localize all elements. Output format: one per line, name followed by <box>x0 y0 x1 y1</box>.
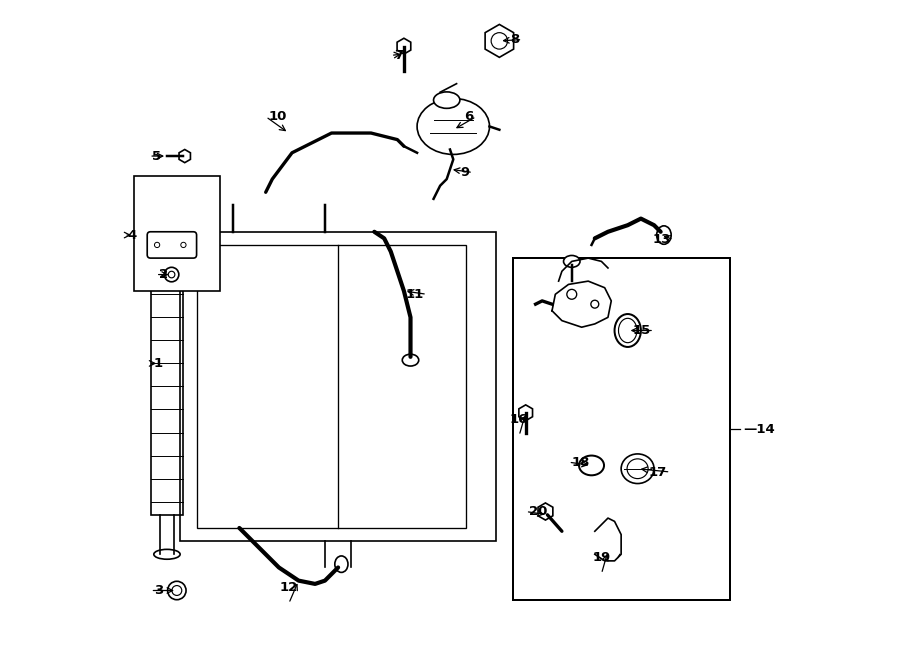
Ellipse shape <box>615 314 641 347</box>
Text: 19: 19 <box>592 551 610 564</box>
Text: —14: —14 <box>742 423 775 436</box>
FancyBboxPatch shape <box>148 232 196 258</box>
Bar <box>134 176 220 291</box>
Ellipse shape <box>491 32 508 49</box>
Text: 2: 2 <box>159 268 168 281</box>
Text: 3: 3 <box>154 584 163 597</box>
Ellipse shape <box>627 459 648 479</box>
Text: 1: 1 <box>154 357 163 370</box>
Text: 16: 16 <box>510 413 528 426</box>
Text: 8: 8 <box>510 33 519 46</box>
Text: 13: 13 <box>652 233 670 246</box>
Ellipse shape <box>434 92 460 108</box>
Text: 15: 15 <box>633 324 651 337</box>
Ellipse shape <box>621 454 654 484</box>
Text: 17: 17 <box>649 465 667 479</box>
Text: 7: 7 <box>394 49 403 62</box>
Ellipse shape <box>591 300 599 308</box>
Ellipse shape <box>579 455 604 475</box>
Ellipse shape <box>154 549 180 559</box>
Text: 4: 4 <box>128 229 137 241</box>
Bar <box>180 232 496 541</box>
Text: 12: 12 <box>280 581 298 594</box>
Bar <box>196 245 466 528</box>
Text: 11: 11 <box>405 288 424 301</box>
Bar <box>150 258 184 515</box>
Ellipse shape <box>567 290 577 299</box>
Ellipse shape <box>172 586 182 596</box>
Ellipse shape <box>618 319 637 342</box>
Text: 10: 10 <box>269 110 287 123</box>
Text: 18: 18 <box>572 455 590 469</box>
Text: 9: 9 <box>461 166 470 179</box>
Ellipse shape <box>563 255 580 267</box>
Ellipse shape <box>165 267 179 282</box>
Ellipse shape <box>181 243 186 248</box>
Ellipse shape <box>168 271 175 278</box>
Text: 5: 5 <box>152 149 162 163</box>
Ellipse shape <box>335 556 348 572</box>
Ellipse shape <box>167 581 186 600</box>
Text: 6: 6 <box>464 110 473 123</box>
Ellipse shape <box>402 354 418 366</box>
Ellipse shape <box>155 243 159 248</box>
Bar <box>512 258 730 600</box>
Ellipse shape <box>657 226 671 245</box>
Text: 20: 20 <box>529 505 547 518</box>
Ellipse shape <box>417 98 490 155</box>
